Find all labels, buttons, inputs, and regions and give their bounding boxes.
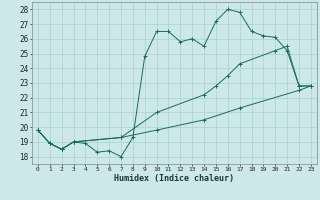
X-axis label: Humidex (Indice chaleur): Humidex (Indice chaleur)	[115, 174, 234, 183]
